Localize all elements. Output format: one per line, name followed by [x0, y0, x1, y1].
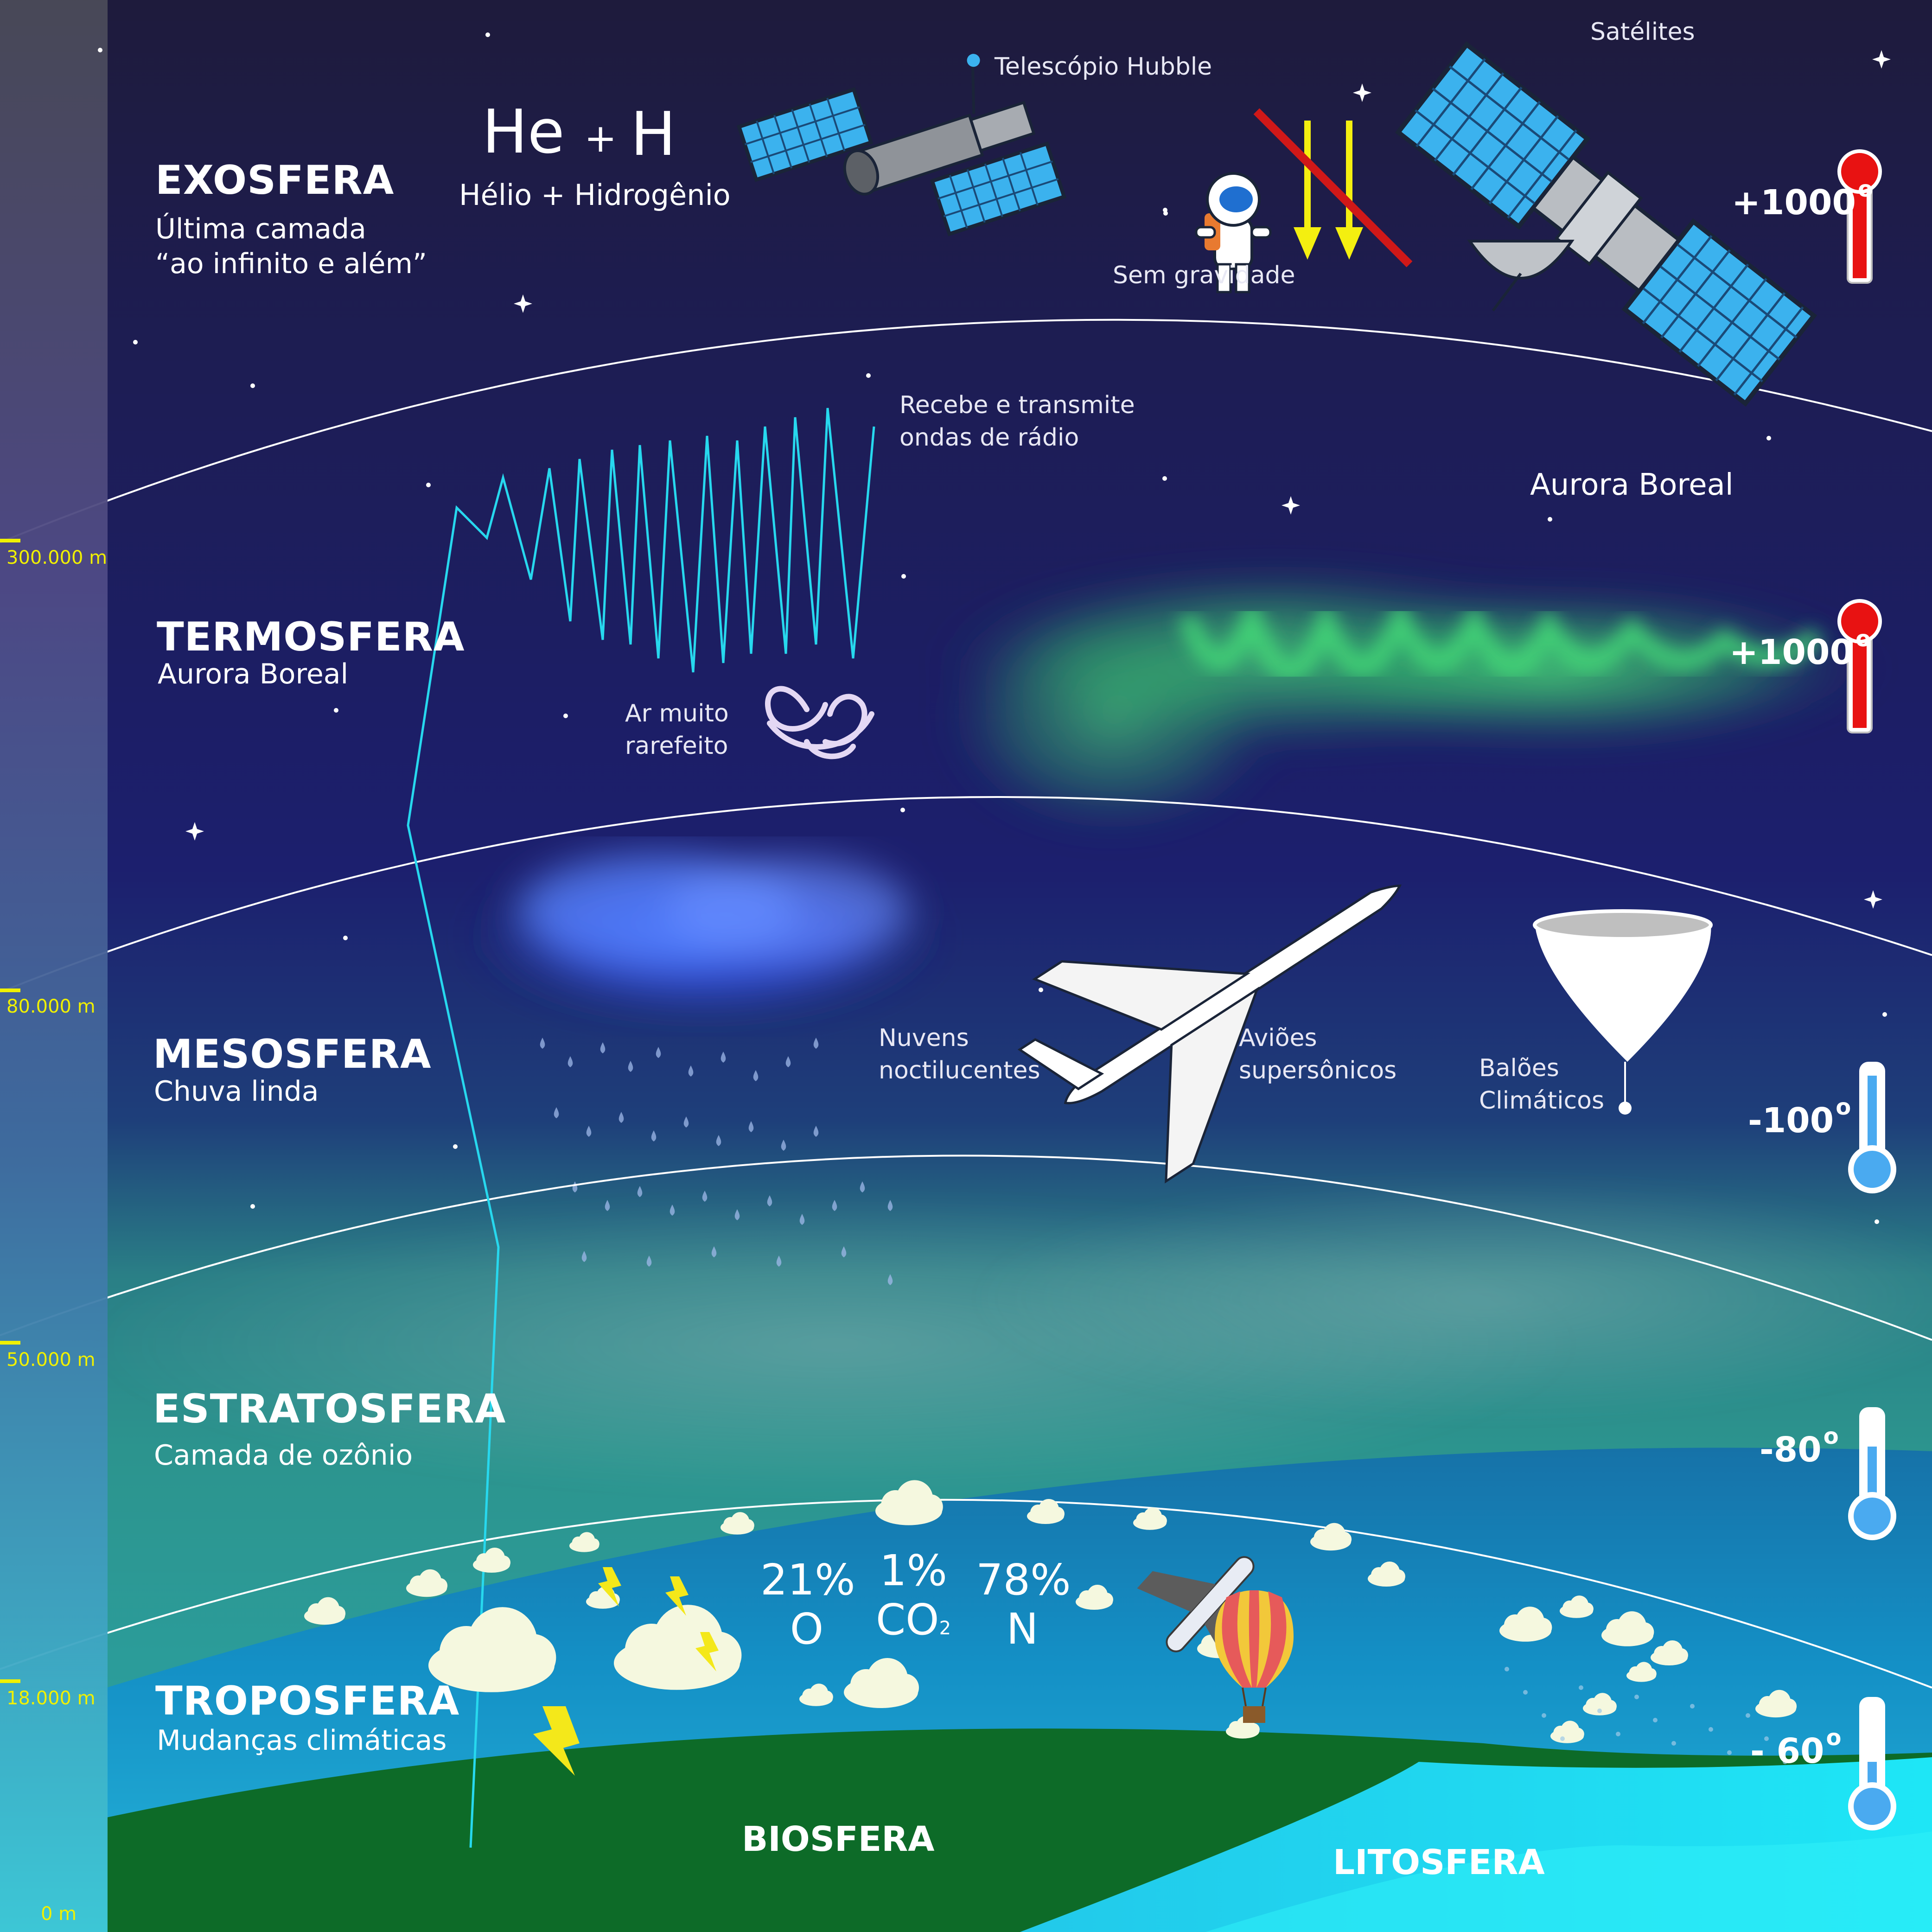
hubble-label: Telescópio Hubble: [995, 53, 1212, 81]
altitude-label: 50.000 m: [6, 1349, 96, 1371]
layer-subtitle: Camada de ozônio: [154, 1439, 413, 1472]
radio-label: ondas de rádio: [899, 424, 1079, 452]
temperature-exosphere: +1000o: [1732, 176, 1873, 223]
noctilucent-label: noctilucentes: [879, 1057, 1040, 1084]
rarefied-air-label: rarefeito: [625, 732, 728, 760]
lightning-icon: [533, 1567, 719, 1776]
helium-symbol: He: [482, 96, 565, 167]
temperature-mesosphere: -100o: [1748, 1094, 1851, 1141]
temperature-troposphere: - 60o: [1750, 1725, 1842, 1771]
noctilucent-label: Nuvens: [879, 1024, 969, 1052]
stars: [98, 32, 1891, 1224]
altitude-label: 80.000 m: [6, 996, 96, 1017]
thermometer-icon: [1848, 1697, 1896, 1830]
temperature-stratosphere: -80o: [1760, 1423, 1839, 1470]
layer-subtitle: Aurora Boreal: [158, 658, 349, 690]
satellite-icon: [1395, 41, 1817, 407]
layer-name-exosphere: EXOSFERA: [155, 157, 395, 204]
supersonic-label: supersônicos: [1239, 1057, 1397, 1084]
rarefied-air-label: Ar muito: [625, 700, 729, 727]
hydrogen-symbol: H: [631, 99, 676, 169]
astronaut-icon: [1195, 172, 1272, 293]
hot-air-balloon-icon: [1215, 1590, 1294, 1723]
altitude-label: 300.000 m: [6, 547, 108, 568]
layer-name-stratosphere: ESTRATOSFERA: [153, 1386, 506, 1432]
altitude-ticks: [0, 539, 20, 1683]
astronaut-label: Sem gravidade: [1113, 261, 1295, 289]
rain-icon: [1505, 1667, 1787, 1764]
balloons-label: Climáticos: [1479, 1087, 1605, 1115]
weather-balloon-icon: [1533, 909, 1713, 1115]
radio-label: Recebe e transmite: [899, 391, 1135, 419]
supersonic-label: Aviões: [1239, 1024, 1317, 1052]
layer-subtitle: Mudanças climáticas: [157, 1724, 447, 1757]
thermometer-icon: [1848, 1407, 1896, 1540]
no-gravity-arrows: [1253, 108, 1413, 268]
formula-caption: Hélio + Hidrogênio: [459, 178, 731, 212]
layer-name-thermosphere: TERMOSFERA: [157, 614, 465, 660]
formula-plus: +: [584, 115, 617, 161]
altitude-label: 18.000 m: [6, 1688, 96, 1709]
layer-subtitle: “ao infinito e além”: [155, 248, 427, 280]
thermometer-icon: [1837, 149, 1882, 284]
altitude-bar: [0, 0, 108, 1932]
layer-name-troposphere: TROPOSFERA: [155, 1678, 460, 1724]
layer-subtitle: Última camada: [155, 213, 366, 245]
thermometer-icon: [1837, 599, 1882, 733]
balloons-label: Balões: [1479, 1054, 1559, 1082]
layer-name-mesosphere: MESOSFERA: [153, 1031, 432, 1078]
noctilucent-clouds: [464, 853, 946, 1020]
layer-subtitle: Chuva linda: [154, 1075, 319, 1108]
airplane-icon: [1017, 884, 1402, 1184]
radio-wave-line: [407, 408, 875, 1848]
altitude-label: 0 m: [41, 1903, 77, 1925]
biosphere-label: BIOSFERA: [742, 1819, 935, 1859]
layer-boundaries: [0, 319, 1932, 1689]
gas-carbon-dioxide: 1% CO2: [875, 1546, 951, 1645]
thermometer-icon: [1848, 1062, 1896, 1193]
telescope-icon: [737, 54, 1067, 236]
temperature-thermosphere: +1000o: [1729, 626, 1871, 672]
gas-oxygen: 21% O: [760, 1555, 855, 1654]
aurora-label: Aurora Boreal: [1530, 468, 1734, 502]
satellites-label: Satélites: [1590, 18, 1695, 46]
satellite-dish-icon: [1467, 240, 1575, 312]
gas-nitrogen: 78% N: [976, 1555, 1071, 1654]
lithosphere-label: LITOSFERA: [1333, 1843, 1545, 1882]
swirl-icon: [765, 686, 874, 759]
